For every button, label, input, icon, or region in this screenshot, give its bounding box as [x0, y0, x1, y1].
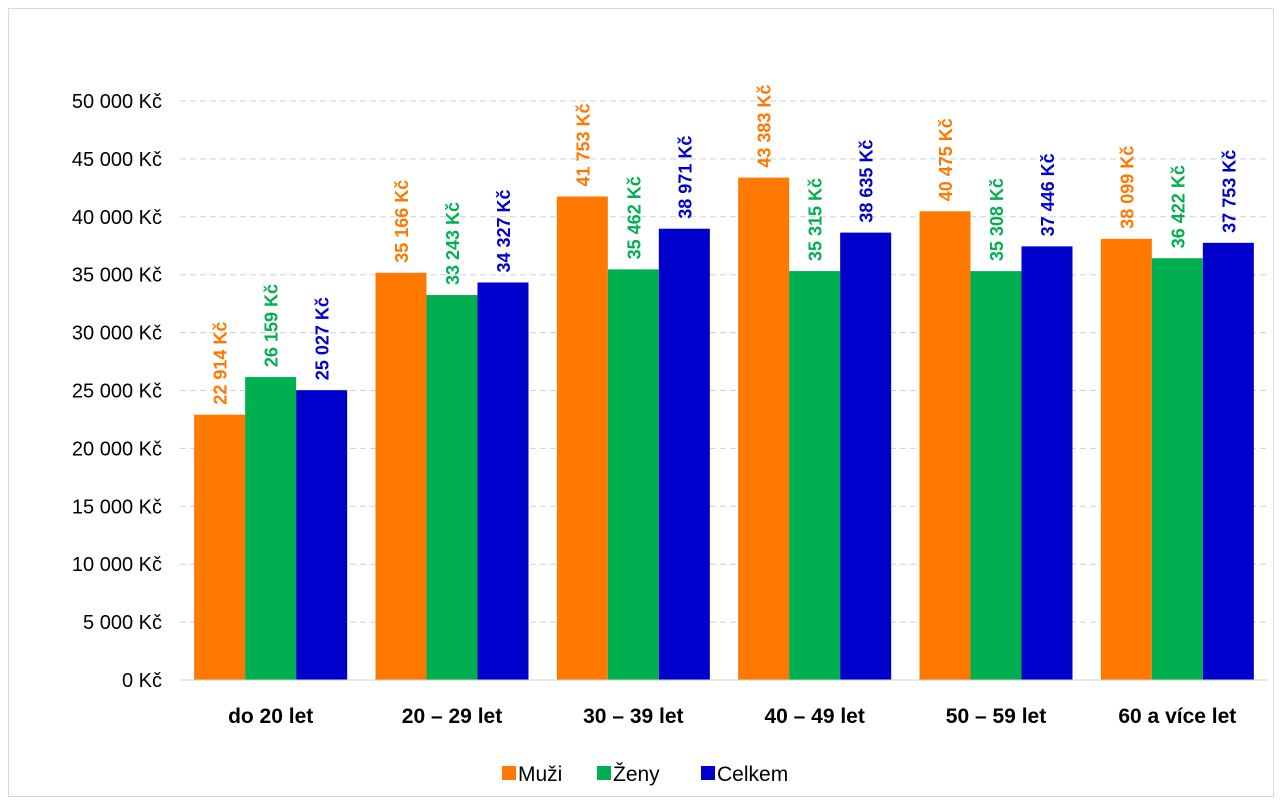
- bar-ženy: [970, 271, 1022, 680]
- bar-muži: [556, 196, 608, 681]
- data-label: 22 914 Kč: [211, 322, 231, 405]
- bar-celkem: [477, 282, 529, 680]
- y-axis-ticks: 0 Kč 5 000 Kč 10 000 Kč 15 000 Kč 20 000 Kč 2…: [72, 91, 162, 692]
- data-label: 25 027 Kč: [313, 297, 333, 380]
- legend-swatch: [701, 766, 715, 780]
- bar-muži: [375, 272, 427, 680]
- bar-ženy: [607, 269, 659, 680]
- x-tick-label: 60 a více let: [1118, 705, 1236, 728]
- data-label: 38 635 Kč: [857, 140, 877, 223]
- data-label: 38 099 Kč: [1117, 146, 1137, 229]
- y-tick-label: 0 Kč: [122, 670, 162, 692]
- bar-celkem: [1021, 246, 1073, 681]
- bar-ženy: [1151, 258, 1203, 680]
- x-tick-label: do 20 let: [228, 705, 313, 728]
- data-label: 40 475 Kč: [936, 118, 956, 201]
- legend: Muži Ženy Celkem: [502, 763, 788, 786]
- legend-label: Ženy: [613, 763, 660, 786]
- y-tick-label: 10 000 Kč: [72, 554, 162, 576]
- legend-label: Celkem: [717, 763, 788, 786]
- bar-muži: [194, 414, 246, 680]
- legend-swatch: [502, 766, 516, 780]
- y-tick-label: 35 000 Kč: [72, 265, 162, 287]
- y-tick-label: 25 000 Kč: [72, 381, 162, 403]
- data-label: 37 753 Kč: [1219, 150, 1239, 233]
- bar-celkem: [296, 390, 348, 680]
- bar-celkem: [658, 228, 710, 680]
- data-label: 38 971 Kč: [675, 136, 695, 219]
- bars: [194, 177, 1254, 681]
- grid-lines: [180, 100, 1268, 623]
- bar-ženy: [426, 295, 478, 680]
- data-label: 35 462 Kč: [624, 176, 644, 259]
- x-tick-label: 30 – 39 let: [583, 705, 683, 728]
- data-label: 34 327 Kč: [494, 189, 514, 272]
- data-labels: 22 914 Kč 26 159 Kč 25 027 Kč 35 166 Kč 33 2…: [211, 85, 1240, 405]
- legend-swatch: [597, 766, 611, 780]
- y-tick-label: 45 000 Kč: [72, 149, 162, 171]
- data-label: 43 383 Kč: [755, 85, 775, 168]
- x-tick-label: 40 – 49 let: [764, 705, 864, 728]
- bar-celkem: [840, 232, 892, 681]
- data-label: 35 308 Kč: [987, 178, 1007, 261]
- y-tick-label: 30 000 Kč: [72, 323, 162, 345]
- data-label: 26 159 Kč: [262, 284, 282, 367]
- y-tick-label: 50 000 Kč: [72, 91, 162, 113]
- data-label: 36 422 Kč: [1168, 165, 1188, 248]
- y-tick-label: 40 000 Kč: [72, 207, 162, 229]
- x-tick-label: 20 – 29 let: [402, 705, 502, 728]
- y-tick-label: 20 000 Kč: [72, 438, 162, 460]
- x-axis-ticks: do 20 let 20 – 29 let 30 – 39 let 40 – 49 l…: [228, 705, 1236, 728]
- data-label: 35 315 Kč: [806, 178, 826, 261]
- bar-celkem: [1202, 242, 1254, 681]
- bar-ženy: [789, 271, 841, 680]
- bar-muži: [919, 211, 971, 680]
- bar-muži: [1100, 238, 1152, 680]
- bar-muži: [738, 177, 790, 680]
- y-tick-label: 5 000 Kč: [83, 612, 162, 634]
- data-label: 33 243 Kč: [443, 202, 463, 285]
- bar-ženy: [245, 377, 297, 680]
- data-label: 35 166 Kč: [392, 180, 412, 263]
- data-label: 41 753 Kč: [573, 103, 593, 186]
- legend-label: Muži: [518, 763, 562, 786]
- y-tick-label: 15 000 Kč: [72, 496, 162, 518]
- data-label: 37 446 Kč: [1038, 153, 1058, 236]
- x-tick-label: 50 – 59 let: [946, 705, 1046, 728]
